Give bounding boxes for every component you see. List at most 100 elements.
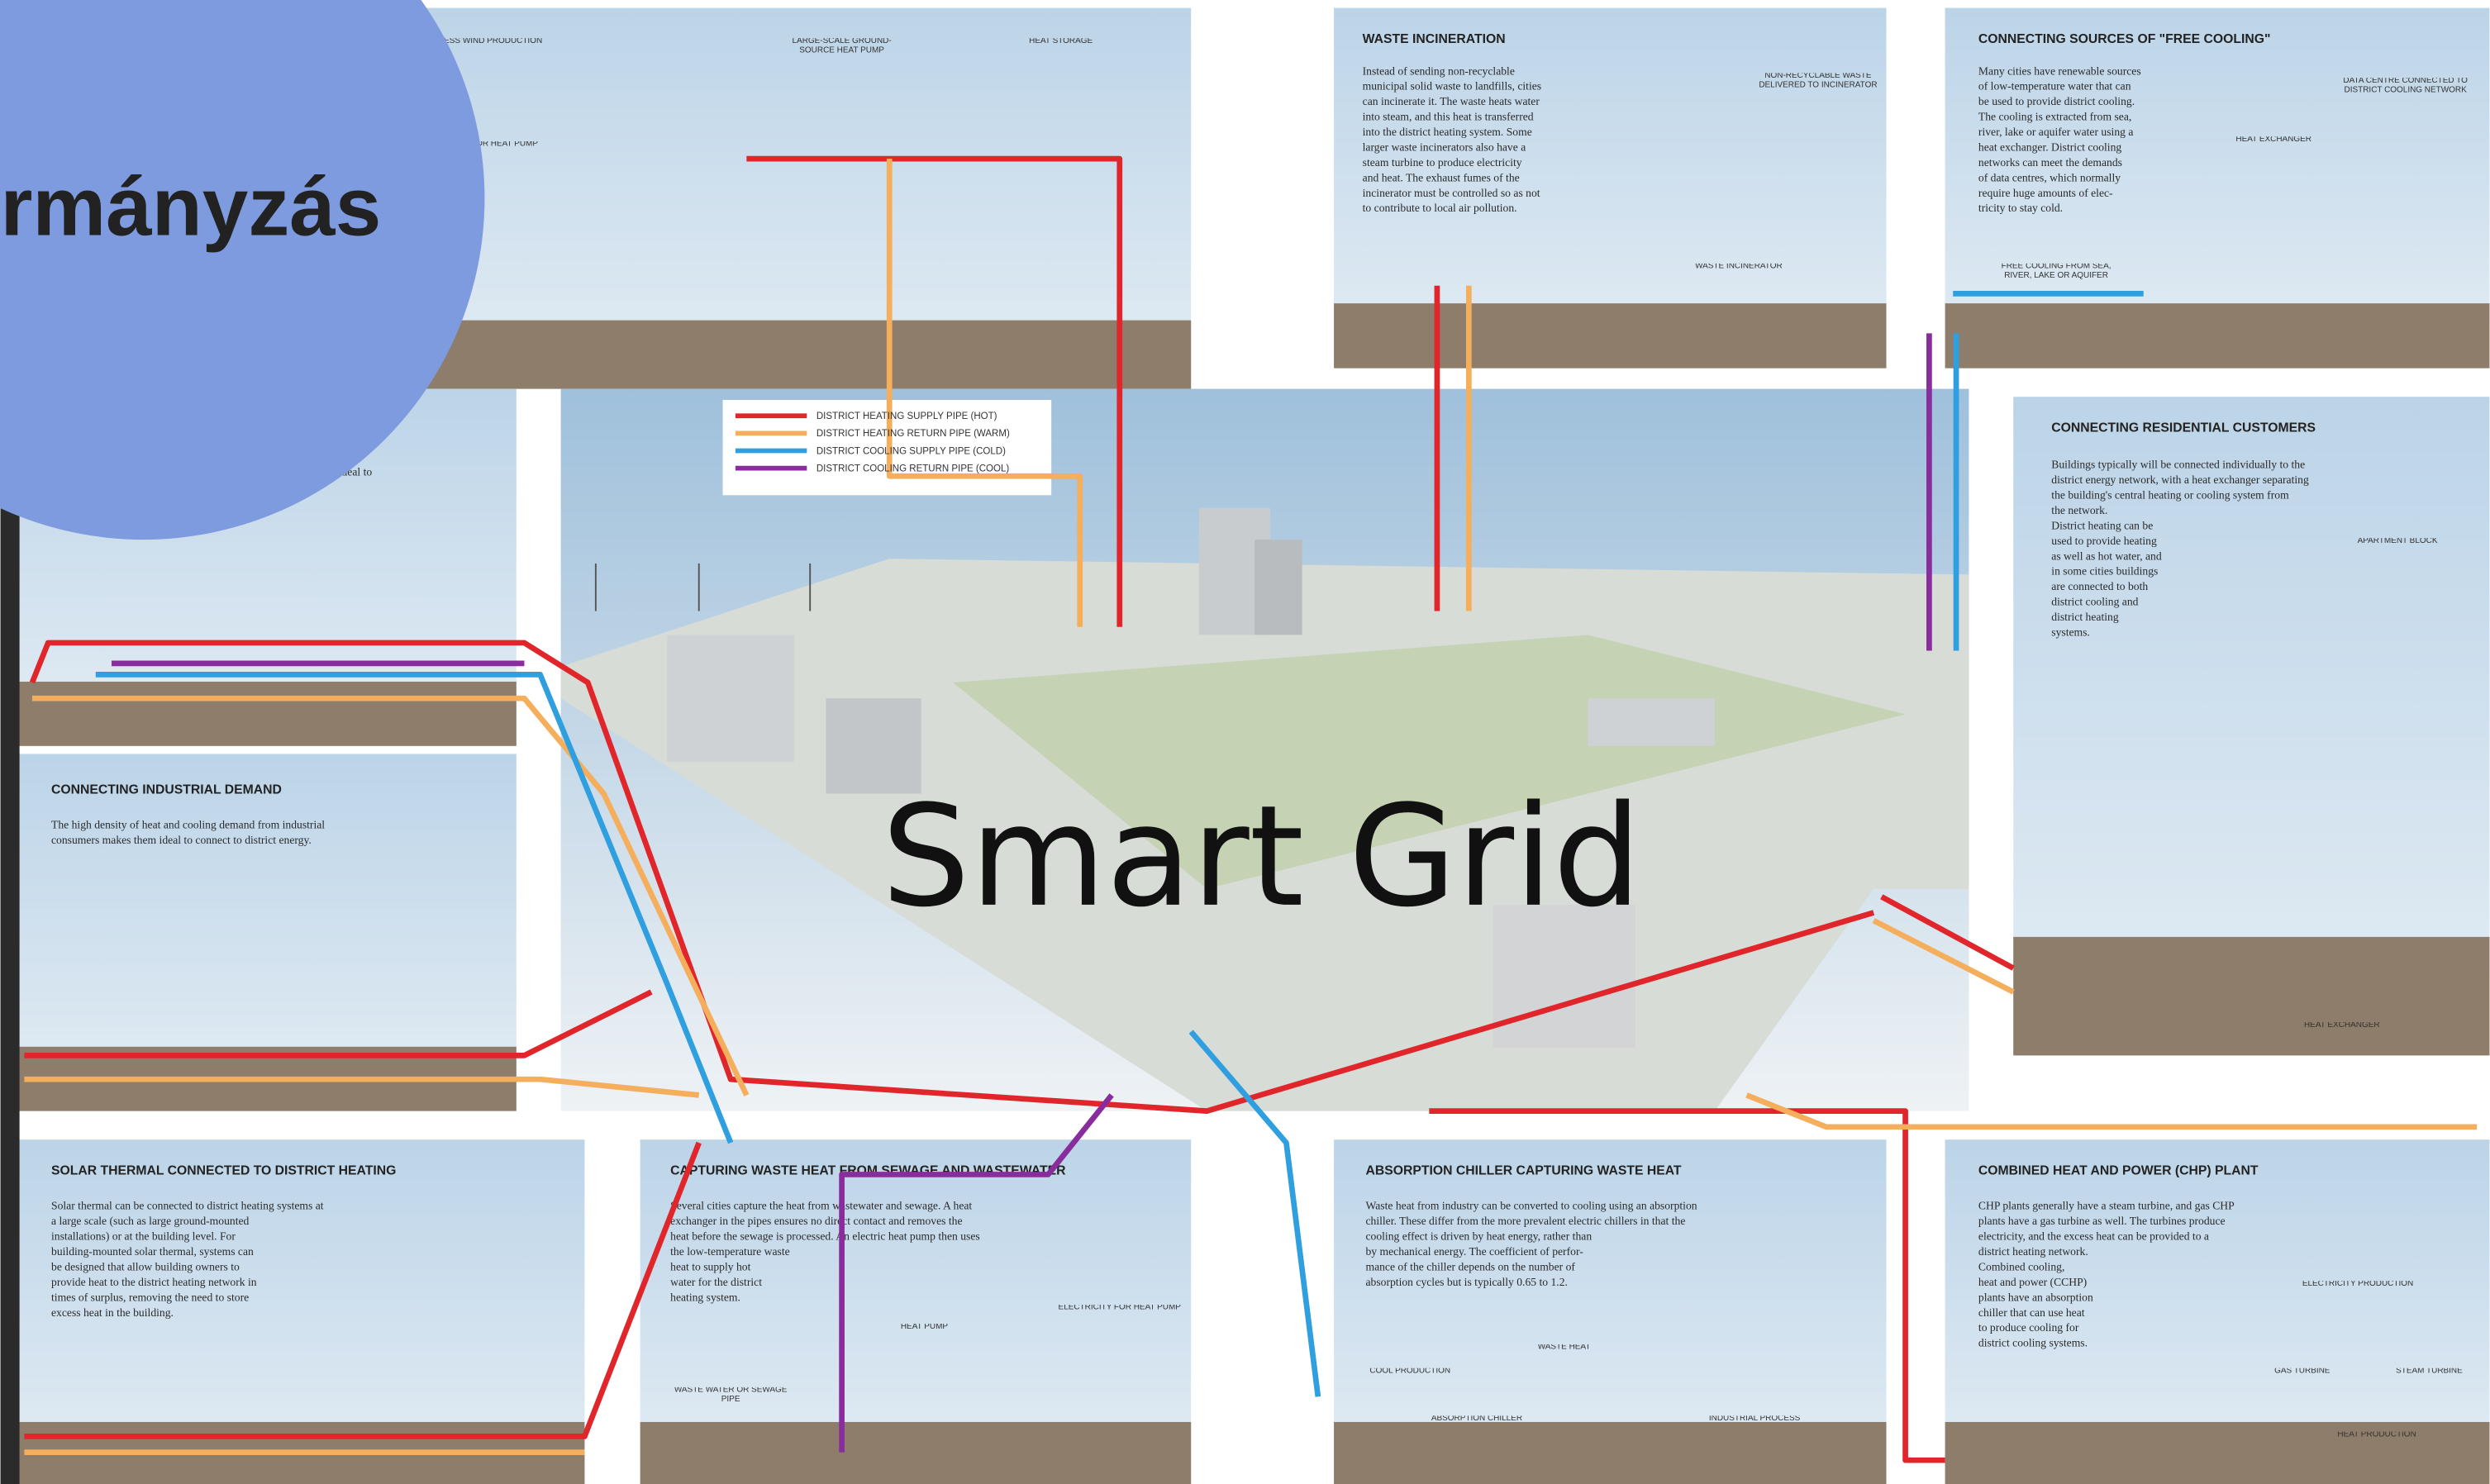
panel-text: chiller. These differ from the more prev… bbox=[1365, 1215, 1685, 1227]
label-text: FREE COOLING FROM SEA, RIVER, LAKE OR AQ… bbox=[1992, 264, 2120, 283]
body: EXCESS WIND PRODUCTIONLARGE-SCALE GROUND… bbox=[0, 0, 2490, 1484]
page: Smart Grid {"slide":{"heading":"rmányzás… bbox=[0, 0, 2490, 1484]
label-text: ELECTRICITY PRODUCTION bbox=[2294, 1281, 2421, 1290]
panel-text: plants have a gas turbine as well. The t… bbox=[1978, 1215, 2226, 1227]
panel-text: larger waste incinerators also have a bbox=[1363, 140, 1526, 153]
panel-text: as well as hot water, and bbox=[2051, 549, 2162, 562]
panel-text: district heating bbox=[2051, 611, 2119, 623]
panel-label: WASTE WATER OR SEWAGE PIPE bbox=[667, 1387, 794, 1425]
panel-title: CONNECTING SOURCES OF "FREE COOLING" bbox=[1978, 32, 2271, 46]
panel-ground bbox=[640, 1422, 1192, 1484]
panel-text: into steam, and this heat is transferred bbox=[1363, 111, 1534, 123]
label-text: HEAT EXCHANGER bbox=[2210, 136, 2337, 145]
panel-text: The high density of heat and cooling dem… bbox=[51, 819, 325, 831]
panel-text: to produce cooling for bbox=[1978, 1321, 2079, 1334]
building bbox=[1588, 698, 1715, 746]
panel-text: times of surplus, removing the need to s… bbox=[51, 1291, 249, 1303]
panel-text: of data centres, which normally bbox=[1978, 171, 2121, 183]
label-text: GAS TURBINE bbox=[2239, 1368, 2366, 1377]
panel-text: chiller that can use heat bbox=[1978, 1306, 2085, 1319]
panel-text: of low-temperature water that can bbox=[1978, 80, 2131, 93]
legend-label: DISTRICT COOLING SUPPLY PIPE (COLD) bbox=[817, 446, 1006, 456]
panel-text: building-mounted solar thermal, systems … bbox=[51, 1245, 254, 1258]
panel-text: a large scale (such as large ground-moun… bbox=[51, 1215, 250, 1228]
panel-text: exchanger in the pipes ensures no direct… bbox=[670, 1215, 962, 1227]
panel-label: HEAT EXCHANGER bbox=[2210, 136, 2337, 174]
panel-ground bbox=[1334, 303, 1886, 368]
title: Smart Grid bbox=[882, 775, 1642, 938]
label-text: INDUSTRIAL PROCESS bbox=[1691, 1415, 1818, 1425]
panel-text: be designed that allow building owners t… bbox=[51, 1260, 240, 1272]
panel-title: COMBINED HEAT AND POWER (CHP) PLANT bbox=[1978, 1163, 2259, 1177]
label-text: STEAM TURBINE bbox=[2366, 1368, 2490, 1377]
panel-text: can incinerate it. The waste heats water bbox=[1363, 95, 1540, 107]
panel-text: heat to supply hot bbox=[670, 1260, 750, 1272]
panel-text: by mechanical energy. The coefficient of… bbox=[1365, 1245, 1583, 1258]
panel-text: and heat. The exhaust fumes of the bbox=[1363, 171, 1520, 183]
panel-text: Several cities capture the heat from was… bbox=[670, 1200, 972, 1212]
panel-text: heating system. bbox=[670, 1291, 740, 1303]
label-text: HEAT PRODUCTION bbox=[2313, 1432, 2440, 1441]
panel-text: mance of the chiller depends on the numb… bbox=[1365, 1260, 1575, 1272]
panel-text: Waste heat from industry can be converte… bbox=[1365, 1200, 1697, 1212]
panel-text: networks can meet the demands bbox=[1978, 156, 2122, 169]
panel-text: require huge amounts of elec- bbox=[1978, 187, 2113, 199]
panel-text: electricity, and the excess heat can be … bbox=[1978, 1230, 2209, 1243]
panel-text: water for the district bbox=[670, 1276, 762, 1288]
panel-text: municipal solid waste to landfills, citi… bbox=[1363, 80, 1541, 93]
label-text: ABSORPTION CHILLER bbox=[1413, 1415, 1540, 1425]
panel-text: district cooling and bbox=[2051, 596, 2138, 608]
panel-text: Instead of sending non-recyclable bbox=[1363, 64, 1515, 77]
panel-text: be used to provide district cooling. bbox=[1978, 95, 2135, 107]
legend-label: DISTRICT COOLING RETURN PIPE (COOL) bbox=[817, 464, 1009, 473]
panel-text: the network. bbox=[2051, 504, 2107, 516]
label-text: NON-RECYCLABLE WASTE DELIVERED TO INCINE… bbox=[1754, 73, 1882, 92]
label-text: LARGE-SCALE GROUND-SOURCE HEAT PUMP bbox=[778, 38, 906, 57]
panel-text: heat exchanger. District cooling bbox=[1978, 140, 2121, 153]
panel-ground bbox=[2013, 937, 2489, 1055]
label-text: COOL PRODUCTION bbox=[1346, 1368, 1474, 1377]
panel-text: Combined cooling, bbox=[1978, 1260, 2064, 1272]
label-text: ELECTRICITY FOR HEAT PUMP bbox=[1056, 1305, 1183, 1314]
panel-label: APARTMENT BLOCK bbox=[2334, 538, 2461, 576]
panel-title: WASTE INCINERATION bbox=[1363, 32, 1506, 46]
tower bbox=[1255, 540, 1302, 635]
panel-label: STEAM TURBINE bbox=[2366, 1368, 2490, 1406]
panel-title: CONNECTING RESIDENTIAL CUSTOMERS bbox=[2051, 421, 2316, 435]
panel-text: CHP plants generally have a steam turbin… bbox=[1978, 1200, 2235, 1212]
panel-text: the low-temperature waste bbox=[670, 1245, 790, 1258]
panel-text: absorption cycles but is typically 0.65 … bbox=[1365, 1276, 1567, 1288]
label-text: HEAT EXCHANGER bbox=[2278, 1022, 2406, 1031]
panel-text: District heating can be bbox=[2051, 519, 2153, 531]
panel-text: provide heat to the district heating net… bbox=[51, 1276, 257, 1288]
panel-text: consumers makes them ideal to connect to… bbox=[51, 834, 312, 846]
panel-label: DATA CENTRE CONNECTED TO DISTRICT COOLIN… bbox=[2342, 78, 2469, 116]
panel-text: river, lake or aquifer water using a bbox=[1978, 126, 2133, 138]
panel-label: COOL PRODUCTION bbox=[1346, 1368, 1474, 1406]
panel-label: WASTE HEAT bbox=[1501, 1344, 1628, 1382]
panel-label: ELECTRICITY PRODUCTION bbox=[2294, 1281, 2421, 1319]
city-map bbox=[561, 389, 1969, 1111]
panel-text: heat and power (CCHP) bbox=[1978, 1276, 2087, 1289]
panel-text: to contribute to local air pollution. bbox=[1363, 202, 1517, 214]
slide: EXCESS WIND PRODUCTIONLARGE-SCALE GROUND… bbox=[0, 0, 2490, 1484]
panel-text: Many cities have renewable sources bbox=[1978, 64, 2141, 77]
panel-text: plants have an absorption bbox=[1978, 1291, 2093, 1303]
panel-text: are connected to both bbox=[2051, 580, 2148, 592]
label-text: WASTE HEAT bbox=[1501, 1344, 1628, 1353]
panel-text: The cooling is extracted from sea, bbox=[1978, 111, 2131, 123]
legend-label: DISTRICT HEATING SUPPLY PIPE (HOT) bbox=[817, 411, 997, 421]
panel-ground bbox=[1945, 303, 2490, 368]
label-text: WASTE WATER OR SEWAGE PIPE bbox=[667, 1387, 794, 1406]
label-text: HEAT PUMP bbox=[861, 1324, 988, 1333]
panel-text: installations) or at the building level.… bbox=[51, 1230, 236, 1244]
panel-label: HEAT STORAGE bbox=[997, 38, 1125, 76]
panel-text: district cooling systems. bbox=[1978, 1337, 2088, 1349]
panel-label: WASTE INCINERATOR bbox=[1675, 264, 1802, 302]
label-text: HEAT STORAGE bbox=[997, 38, 1125, 47]
panel-title: ABSORPTION CHILLER CAPTURING WASTE HEAT bbox=[1365, 1163, 1681, 1177]
panel-label: INDUSTRIAL PROCESS bbox=[1691, 1415, 1818, 1453]
heading: rmányzás bbox=[1, 161, 382, 253]
panel-text: into the district heating system. Some bbox=[1363, 126, 1532, 138]
panel-label: NON-RECYCLABLE WASTE DELIVERED TO INCINE… bbox=[1754, 73, 1882, 111]
